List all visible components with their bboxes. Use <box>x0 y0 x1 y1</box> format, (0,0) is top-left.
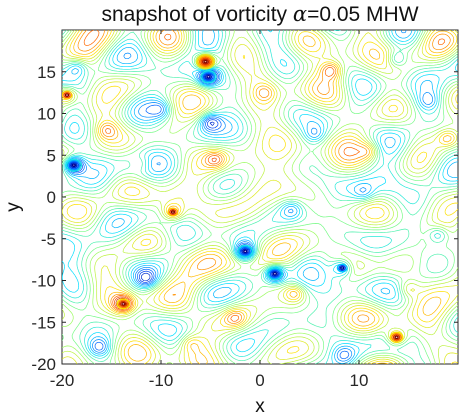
y-tick-label: 5 <box>47 146 56 165</box>
vortex-core-0-ring-2 <box>200 57 211 66</box>
x-tick-label: -10 <box>149 371 174 390</box>
vortex-core-0-ring-5 <box>196 53 215 70</box>
x-axis-label: x <box>255 396 265 417</box>
contour-level-14 <box>62 30 458 364</box>
vortex-core-2-ring-1 <box>70 162 78 169</box>
y-tick-label: -5 <box>41 230 56 249</box>
vortex-core-0-ring-3 <box>198 56 213 68</box>
vortex-core-4-ring-2 <box>269 269 281 279</box>
vortex-core-5-ring-3 <box>116 298 131 310</box>
vortex-core-4-ring-0 <box>272 271 278 276</box>
contour-level-10 <box>62 30 458 364</box>
vortex-core-4-ring-1 <box>271 270 279 277</box>
x-tick-label: 0 <box>255 371 264 390</box>
vortex-core-3-ring-0 <box>243 249 248 254</box>
vortex-core-9-ring-1 <box>338 264 346 272</box>
vortex-core-2-ring-3 <box>67 159 81 171</box>
vortex-core-4-ring-3 <box>268 268 282 280</box>
y-tick-label: -10 <box>31 272 56 291</box>
vortex-core-6-ring-2 <box>391 332 402 342</box>
vortex-core-1-ring-1 <box>204 73 213 80</box>
y-axis: -20 -15 -10 -5 0 5 10 15 <box>31 63 458 374</box>
vortex-core-2-ring-2 <box>68 161 80 170</box>
contour-level-8 <box>62 30 458 364</box>
vortex-core-3-ring-1 <box>241 248 249 255</box>
vortex-core-8-ring-1 <box>169 208 177 216</box>
contour-level-16 <box>77 30 451 324</box>
vortex-core-3-ring-3 <box>238 245 252 257</box>
vortex-core-7-ring-0 <box>64 93 70 97</box>
vortex-core-3-ring-2 <box>240 247 251 256</box>
contour-level-12 <box>62 30 458 364</box>
contour-level-9 <box>62 30 458 364</box>
vortex-core-5-ring-2 <box>118 299 129 309</box>
vortex-core-7-ring-1 <box>63 91 71 99</box>
vortex-core-5-ring-1 <box>119 300 128 307</box>
contour-level-7 <box>62 30 458 364</box>
vortex-core-6-ring-3 <box>389 331 404 343</box>
vortex-core-1-ring-4 <box>200 70 217 84</box>
vortex-core-5-ring-0 <box>121 302 126 306</box>
vortex-core-1-ring-3 <box>201 71 216 83</box>
contour-level-6 <box>65 30 458 364</box>
y-tick-label: 0 <box>47 188 56 207</box>
x-tick-label: 10 <box>350 371 369 390</box>
plot-area <box>61 29 459 365</box>
vortex-core-8-ring-2 <box>167 207 179 217</box>
vortex-core-9-ring-2 <box>336 263 348 273</box>
y-tick-label: 10 <box>37 105 56 124</box>
vortex-core-2-ring-4 <box>65 158 83 172</box>
vortex-core-0-ring-1 <box>201 58 210 65</box>
y-tick-label: -20 <box>31 355 56 374</box>
vortex-cores <box>62 53 404 343</box>
vortex-core-6-ring-0 <box>394 335 399 340</box>
chart-title: snapshot of vorticity α=0.05 MHW <box>101 2 419 26</box>
vortex-core-2-ring-0 <box>71 163 77 168</box>
vortex-core-0-ring-0 <box>203 59 208 64</box>
contour-level-13 <box>62 30 458 364</box>
vortex-core-9-ring-0 <box>340 266 345 270</box>
vortex-core-0-ring-4 <box>197 55 214 69</box>
vortex-core-1-ring-2 <box>203 72 214 82</box>
y-tick-label: -15 <box>31 313 56 332</box>
contour-level-11 <box>62 30 458 364</box>
y-axis-label: y <box>3 202 24 212</box>
vortex-core-7-ring-2 <box>62 90 73 100</box>
vortex-core-4-ring-4 <box>266 267 284 281</box>
y-tick-label: 15 <box>37 63 56 82</box>
vortex-core-1-ring-0 <box>206 74 211 79</box>
vortex-core-8-ring-0 <box>170 210 176 214</box>
vortex-core-3-ring-4 <box>237 244 254 258</box>
vortex-core-6-ring-1 <box>392 334 401 341</box>
x-tick-label: -20 <box>50 371 75 390</box>
x-axis: -20 -10 0 10 <box>50 30 369 390</box>
